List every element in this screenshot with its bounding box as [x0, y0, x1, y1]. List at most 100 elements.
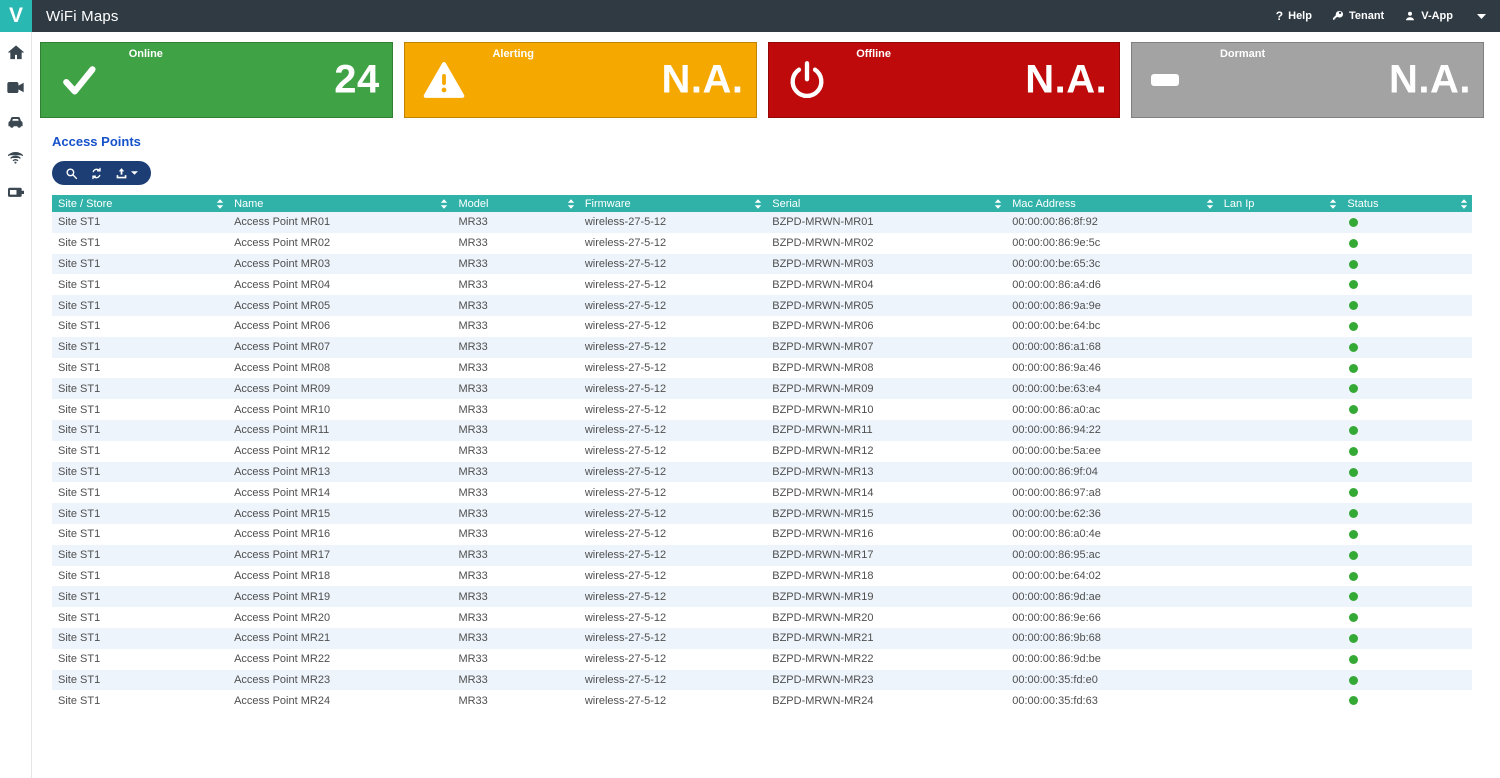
- cell-status: [1341, 399, 1472, 420]
- cell-serial: BZPD-MRWN-MR06: [772, 320, 874, 333]
- cell-mac-address: 00:00:00:86:8f:92: [1012, 216, 1098, 229]
- cell-model: MR33: [458, 216, 488, 229]
- cell-mac-address: 00:00:00:86:9d:be: [1012, 653, 1101, 666]
- cell-serial: BZPD-MRWN-MR01: [772, 216, 874, 229]
- column-header-mac-address[interactable]: Mac Address: [1006, 195, 1218, 212]
- cell-status: [1341, 274, 1472, 295]
- card-label: Dormant: [1219, 48, 1266, 60]
- cell-mac-address: 00:00:00:86:a4:d6: [1012, 278, 1101, 291]
- table-row[interactable]: Site ST1 Access Point MR12 MR33 wireless-27…: [52, 440, 1472, 462]
- cell-lan-ip: [1218, 337, 1342, 358]
- column-header-label: Name: [234, 197, 264, 210]
- cell-name: Access Point MR01: [234, 216, 331, 229]
- column-header-site-store[interactable]: Site / Store: [52, 195, 229, 212]
- status-online-dot: [1349, 675, 1359, 685]
- table-row[interactable]: Site ST1 Access Point MR10 MR33 wireless-27…: [52, 399, 1472, 420]
- table-row[interactable]: Site ST1 Access Point MR24 MR33 wireless-27…: [52, 690, 1472, 712]
- table-row[interactable]: Site ST1 Access Point MR15 MR33 wireless-27…: [52, 503, 1472, 524]
- table-row[interactable]: Site ST1 Access Point MR03 MR33 wireless-27…: [52, 253, 1472, 275]
- table-row[interactable]: Site ST1 Access Point MR23 MR33 wireless-27…: [52, 669, 1472, 691]
- tenant-label: Tenant: [1348, 10, 1385, 22]
- cell-lan-ip: [1218, 649, 1342, 670]
- table-row[interactable]: Site ST1 Access Point MR18 MR33 wireless-27…: [52, 565, 1472, 587]
- cell-mac-address: 00:00:00:be:65:3c: [1012, 257, 1101, 270]
- navbar-dropdown-caret[interactable]: [1477, 13, 1486, 19]
- table-row[interactable]: Site ST1 Access Point MR06 MR33 wireless-27…: [52, 315, 1472, 337]
- cell-mac-address: 00:00:00:86:a0:4e: [1012, 528, 1101, 541]
- alerting-card[interactable]: Alerting N.A.: [403, 42, 757, 118]
- cell-serial: BZPD-MRWN-MR17: [772, 549, 874, 562]
- cell-lan-ip: [1218, 545, 1342, 566]
- cell-serial: BZPD-MRWN-MR19: [772, 590, 874, 603]
- column-header-label: Model: [458, 197, 489, 210]
- table-row[interactable]: Site ST1 Access Point MR19 MR33 wireless-27…: [52, 586, 1472, 608]
- cell-lan-ip: [1218, 628, 1342, 649]
- cell-name: Access Point MR12: [234, 445, 331, 458]
- access-points-link[interactable]: Access Points: [52, 134, 141, 149]
- cell-site-store: Site ST1: [58, 486, 101, 499]
- cell-lan-ip: [1218, 358, 1342, 379]
- column-header-status[interactable]: Status: [1341, 195, 1472, 212]
- offline-card[interactable]: Offline N.A.: [767, 42, 1121, 118]
- cell-firmware: wireless-27-5-12: [584, 341, 667, 354]
- wifi-icon[interactable]: [7, 149, 25, 165]
- table-row[interactable]: Site ST1 Access Point MR21 MR33 wireless-27…: [52, 627, 1472, 649]
- sort-icon: [755, 198, 762, 209]
- column-header-serial[interactable]: Serial: [766, 195, 1007, 212]
- cell-lan-ip: [1218, 233, 1342, 254]
- navbar-right: ? Help Tenant V-App: [1276, 9, 1500, 23]
- app-logo[interactable]: V: [0, 0, 32, 32]
- table-row[interactable]: Site ST1 Access Point MR01 MR33 wireless-27…: [52, 212, 1472, 233]
- cell-lan-ip: [1218, 586, 1342, 607]
- table-row[interactable]: Site ST1 Access Point MR13 MR33 wireless-27…: [52, 461, 1472, 483]
- table-row[interactable]: Site ST1 Access Point MR17 MR33 wireless-27…: [52, 544, 1472, 566]
- table-row[interactable]: Site ST1 Access Point MR04 MR33 wireless-27…: [52, 274, 1472, 296]
- cell-site-store: Site ST1: [58, 569, 101, 582]
- table-row[interactable]: Site ST1 Access Point MR07 MR33 wireless-27…: [52, 336, 1472, 358]
- cell-name: Access Point MR21: [234, 632, 331, 645]
- home-icon[interactable]: [7, 44, 25, 60]
- user-menu-button[interactable]: V-App: [1404, 10, 1453, 22]
- column-header-model[interactable]: Model: [452, 195, 579, 212]
- status-online-dot: [1349, 633, 1359, 643]
- video-camera-icon[interactable]: [7, 79, 25, 95]
- table-row[interactable]: Site ST1 Access Point MR20 MR33 wireless-27…: [52, 607, 1472, 628]
- cell-lan-ip: [1218, 441, 1342, 462]
- table-row[interactable]: Site ST1 Access Point MR08 MR33 wireless-27…: [52, 357, 1472, 379]
- status-online-dot: [1349, 529, 1359, 539]
- table-row[interactable]: Site ST1 Access Point MR22 MR33 wireless-27…: [52, 648, 1472, 670]
- cell-status: [1341, 212, 1472, 233]
- left-sidebar: [0, 32, 32, 778]
- help-button[interactable]: ? Help: [1276, 9, 1312, 23]
- table-row[interactable]: Site ST1 Access Point MR16 MR33 wireless-27…: [52, 523, 1472, 545]
- refresh-button[interactable]: [88, 167, 105, 180]
- cell-name: Access Point MR10: [234, 403, 331, 416]
- question-mark-icon: ?: [1275, 9, 1284, 23]
- table-row[interactable]: Site ST1 Access Point MR14 MR33 wireless-27…: [52, 482, 1472, 504]
- battery-icon[interactable]: [7, 184, 25, 200]
- online-card[interactable]: Online 24: [40, 42, 393, 118]
- dormant-card[interactable]: Dormant N.A.: [1131, 42, 1484, 118]
- cell-model: MR33: [458, 653, 488, 666]
- cell-serial: BZPD-MRWN-MR14: [772, 486, 874, 499]
- cell-firmware: wireless-27-5-12: [584, 278, 667, 291]
- search-button[interactable]: [63, 167, 80, 180]
- cell-model: MR33: [458, 403, 488, 416]
- cell-model: MR33: [458, 673, 488, 686]
- export-button[interactable]: [113, 167, 140, 180]
- sort-icon: [216, 198, 224, 209]
- tenant-button[interactable]: Tenant: [1332, 10, 1384, 22]
- table-row[interactable]: Site ST1 Access Point MR02 MR33 wireless-27…: [52, 232, 1472, 254]
- cell-status: [1341, 670, 1472, 691]
- column-header-firmware[interactable]: Firmware: [578, 195, 767, 212]
- column-header-lan-ip[interactable]: Lan Ip: [1217, 195, 1342, 212]
- cell-serial: BZPD-MRWN-MR07: [772, 341, 874, 354]
- user-label: V-App: [1421, 10, 1453, 22]
- table-row[interactable]: Site ST1 Access Point MR11 MR33 wireless-27…: [52, 419, 1472, 441]
- table-row[interactable]: Site ST1 Access Point MR09 MR33 wireless-27…: [52, 378, 1472, 400]
- cell-site-store: Site ST1: [58, 237, 101, 250]
- column-header-name[interactable]: Name: [228, 195, 453, 212]
- table-row[interactable]: Site ST1 Access Point MR05 MR33 wireless-27…: [52, 295, 1472, 316]
- car-icon[interactable]: [7, 114, 25, 130]
- cell-serial: BZPD-MRWN-MR18: [772, 569, 874, 582]
